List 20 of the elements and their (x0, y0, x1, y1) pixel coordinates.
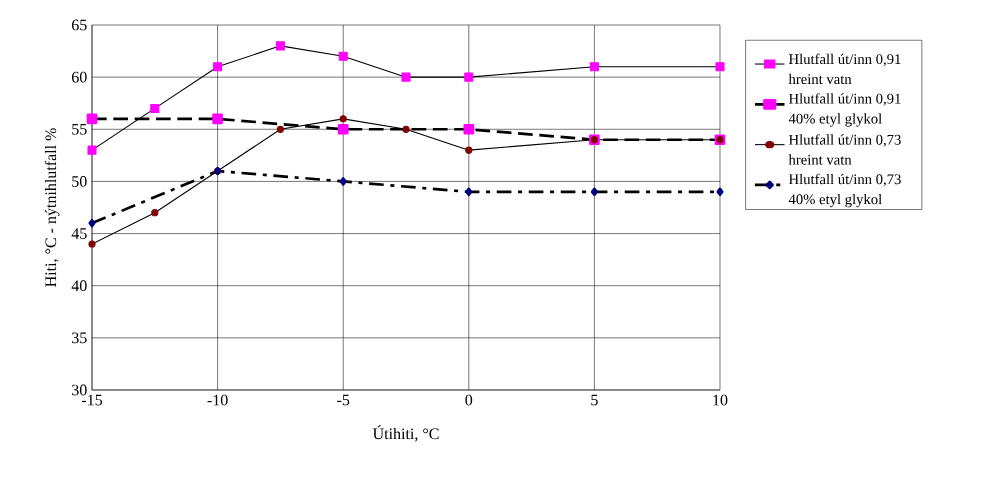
x-tick-label: 0 (465, 394, 473, 406)
y-tick-label: 50 (72, 176, 87, 187)
x-axis-title: Útihiti, °C (372, 425, 439, 442)
y-tick-label: 40 (71, 280, 87, 292)
y-tick-label: 60 (71, 71, 87, 83)
legend-label: Hlutfall út/inn 0,73 hreint vatn (788, 134, 901, 165)
x-tick-label: 5 (591, 394, 598, 406)
legend-label: Hlutfall út/inn 0,91 hreint vatn (788, 53, 901, 85)
y-tick-label: 65 (71, 19, 87, 31)
y-tick-label: 35 (72, 332, 87, 344)
y-tick-label: 45 (71, 228, 87, 239)
y-tick-label: 55 (72, 123, 87, 135)
legend-label: Hlutfall út/inn 0,73 40% etyl glykol (788, 173, 901, 208)
y-axis-title: Hiti, °C - nýtnihlutfall % (44, 128, 60, 287)
x-tick-label: -15 (81, 394, 103, 406)
x-tick-label: 10 (713, 394, 728, 406)
y-tick-label: 30 (72, 384, 87, 396)
x-tick-label: -10 (207, 394, 228, 406)
legend-label: Hlutfall út/inn 0,91 40% etyl glykol (788, 93, 901, 127)
x-tick-label: -5 (337, 394, 350, 406)
